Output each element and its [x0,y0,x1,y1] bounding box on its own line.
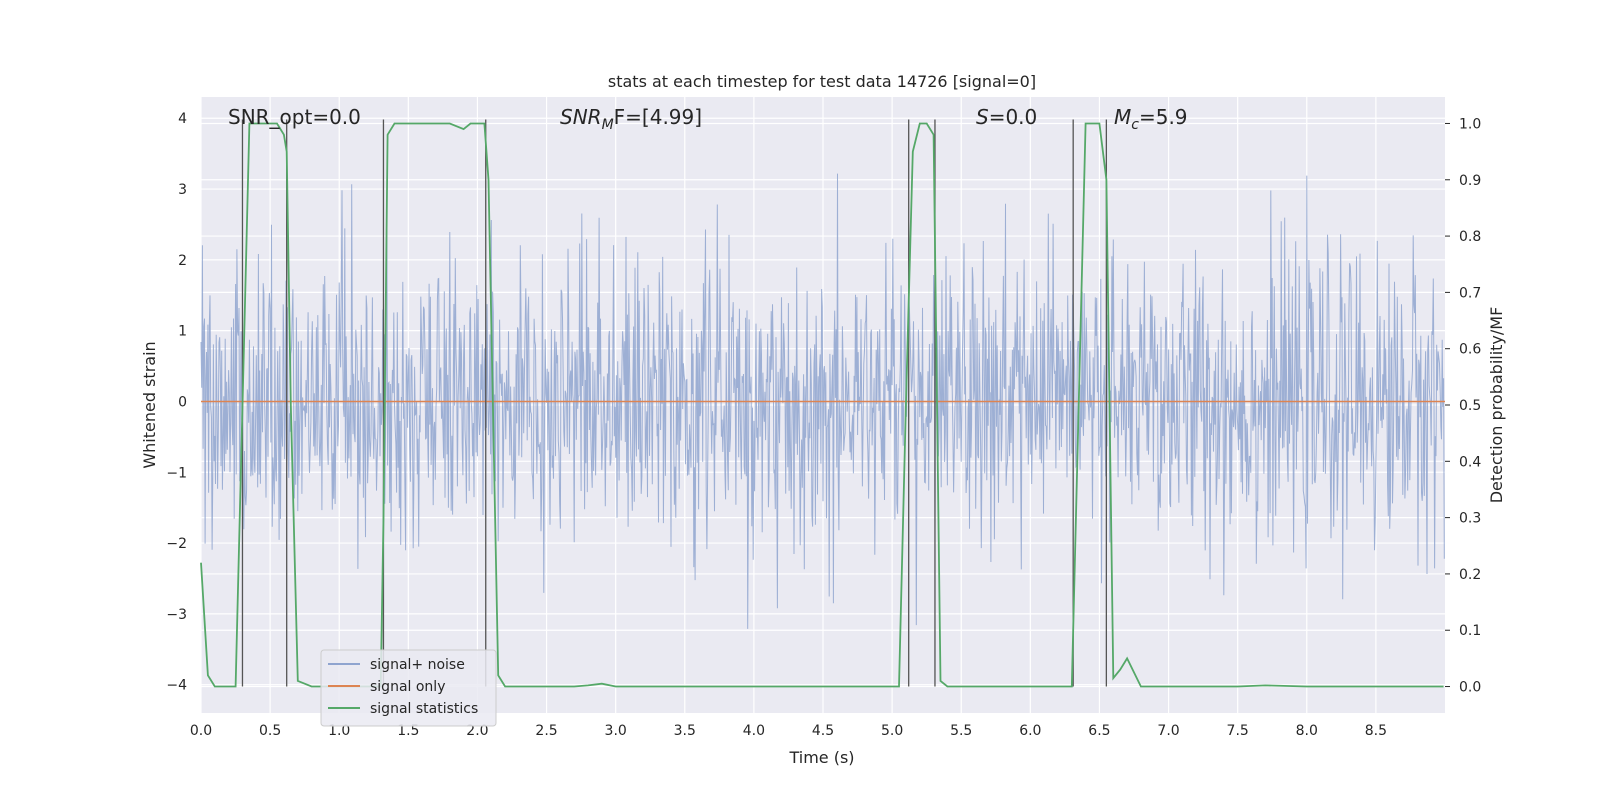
y-right-tick-label: 0.3 [1459,511,1481,527]
y-axis-left-ticks: 4 3 2 1 0 −1 −2 −3 −4 [166,111,187,693]
noise-trace [200,173,1445,629]
x-tick-label: 8.5 [1365,723,1387,739]
x-axis-label: Time (s) [788,748,854,767]
x-tick-label: 5.0 [881,723,903,739]
x-tick-label: 7.0 [1157,723,1179,739]
y-right-tick-label: 0.1 [1459,623,1481,639]
y-left-tick-label: 0 [178,394,187,410]
legend-box [320,649,497,727]
annotation-snr-mf: SNRMF=[4.99] [560,105,702,133]
annotation-mc-symbol: M [1114,105,1131,129]
annotation-snr-mf-subscript: M [602,117,614,133]
y-left-tick-label: 2 [178,253,187,269]
x-tick-label: 1.0 [328,723,350,739]
y-axis-left-label: Whitened strain [140,341,159,468]
y-left-tick-label: 4 [178,111,187,127]
annotation-s-value: =0.0 [989,105,1038,129]
y-right-tick-label: 0.9 [1459,173,1481,189]
x-tick-label: 4.5 [812,723,834,739]
x-tick-label: 3.5 [674,723,696,739]
y-right-tick-label: 0.5 [1459,398,1481,414]
annotation-snr-mf-symbol: SNR [560,105,602,129]
y-left-tick-label: −3 [166,607,187,623]
y-left-tick-label: −4 [166,678,187,694]
x-axis-ticks: 0.0 0.5 1.0 1.5 2.0 2.5 3.0 3.5 4.0 4.5 5.0 5.5 6.0 6… [190,723,1387,739]
y-left-tick-label: −2 [166,536,187,552]
y-right-tick-label: 0.6 [1459,342,1481,358]
x-tick-label: 2.0 [466,723,488,739]
y-right-tick-label: 0.0 [1459,680,1481,696]
marker-lines [241,119,1108,687]
x-tick-label: 6.0 [1019,723,1041,739]
annotation-s: S=0.0 [976,105,1037,129]
chart-title: stats at each timestep for test data 147… [608,72,1036,91]
x-tick-label: 0.5 [259,723,281,739]
x-tick-label: 1.5 [397,723,419,739]
y-left-tick-label: 3 [178,182,187,198]
x-tick-label: 3.0 [605,723,627,739]
legend: signal+ noise signal only signal statist… [320,649,497,727]
x-tick-label: 4.0 [743,723,765,739]
noise-series [200,173,1445,629]
x-tick-label: 7.5 [1227,723,1249,739]
annotation-snr-mf-value: F=[4.99] [614,105,702,129]
y-right-tick-label: 1.0 [1459,116,1481,132]
legend-label-noise: signal+ noise [370,657,465,673]
annotation-mc-value: =5.9 [1139,105,1188,129]
legend-label-signal: signal only [370,679,445,695]
x-tick-label: 2.5 [535,723,557,739]
y-axis-right-label: Detection probability/MF [1487,307,1506,504]
legend-label-stats: signal statistics [370,701,478,717]
x-tick-label: 8.0 [1296,723,1318,739]
y-right-tick-label: 0.8 [1459,229,1481,245]
x-tick-label: 5.5 [950,723,972,739]
y-left-tick-label: −1 [166,465,187,481]
x-tick-label: 6.5 [1088,723,1110,739]
annotation-mc: Mc=5.9 [1114,105,1188,133]
x-tick-label: 0.0 [190,723,212,739]
y-right-tick-label: 0.2 [1459,567,1481,583]
y-right-tick-label: 0.7 [1459,285,1481,301]
y-right-tick-label: 0.4 [1459,454,1481,470]
signal-statistics-line [200,122,1444,688]
annotation-s-symbol: S [976,105,989,129]
annotation-mc-subscript: c [1131,117,1139,133]
y-left-tick-label: 1 [178,324,187,340]
y-axis-right-ticks: 1.0 0.9 0.8 0.7 0.6 0.5 0.4 0.3 0.2 0.1 0.0 [1445,116,1481,696]
annotation-snr-opt: SNR_opt=0.0 [228,105,361,129]
